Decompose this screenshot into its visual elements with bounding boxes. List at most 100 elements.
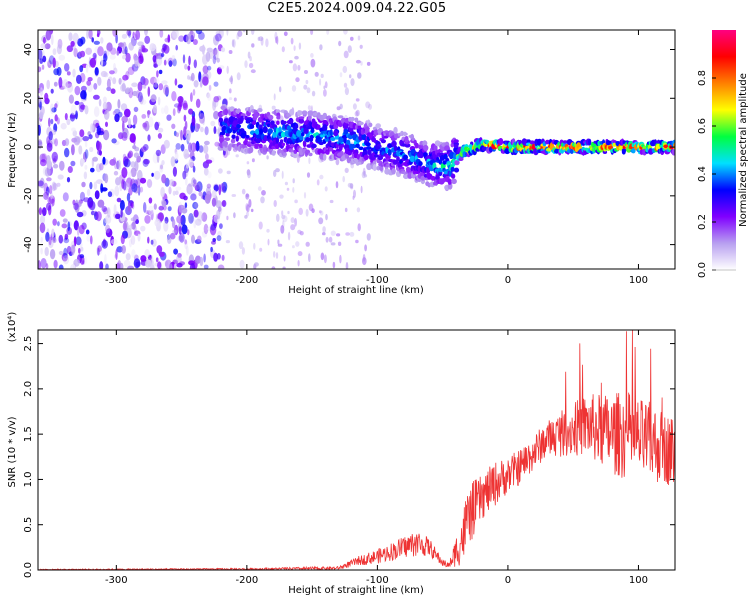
noise-cell bbox=[359, 44, 363, 49]
ridge-cell bbox=[376, 165, 381, 171]
noise-cell bbox=[113, 63, 116, 71]
noise-cell bbox=[130, 202, 134, 209]
noise-cell bbox=[71, 127, 76, 132]
noise-cell bbox=[155, 257, 159, 263]
ridge-cell bbox=[235, 135, 239, 142]
ridge-cell bbox=[529, 140, 535, 145]
ridge-cell bbox=[258, 143, 263, 149]
noise-cell bbox=[292, 63, 298, 72]
colorbar-label: Normalized spectral amplitude bbox=[738, 73, 749, 227]
noise-cell bbox=[365, 101, 371, 109]
noise-cell bbox=[210, 120, 216, 127]
noise-cell bbox=[189, 262, 196, 269]
ridge-cell bbox=[249, 124, 255, 129]
noise-cell bbox=[193, 209, 199, 218]
spectrogram-frame bbox=[37, 29, 676, 270]
noise-cell bbox=[177, 235, 184, 242]
noise-cell bbox=[101, 187, 108, 192]
noise-cell bbox=[197, 211, 204, 222]
noise-cell bbox=[159, 30, 164, 38]
noise-cell bbox=[297, 229, 302, 235]
noise-cell bbox=[201, 44, 205, 55]
noise-cell bbox=[187, 75, 190, 80]
noise-cell bbox=[360, 61, 363, 66]
noise-cell bbox=[158, 205, 164, 211]
noise-cell bbox=[211, 197, 217, 207]
noise-cell bbox=[38, 180, 44, 187]
ridge-cell bbox=[391, 140, 397, 147]
y-tick-label: 40 bbox=[23, 43, 34, 56]
noise-cell bbox=[303, 192, 307, 199]
noise-cell bbox=[210, 246, 213, 253]
noise-cell bbox=[297, 64, 301, 71]
noise-cell bbox=[157, 127, 164, 133]
noise-cell bbox=[198, 191, 203, 197]
noise-cell bbox=[139, 95, 144, 105]
noise-cell bbox=[100, 37, 104, 44]
noise-cell bbox=[244, 60, 248, 68]
ridge-cell bbox=[450, 142, 455, 148]
noise-cell bbox=[120, 103, 128, 111]
ridge-cell bbox=[307, 110, 314, 117]
noise-cell bbox=[246, 161, 250, 165]
noise-cell bbox=[208, 84, 212, 91]
noise-cell bbox=[295, 77, 300, 83]
noise-cell bbox=[275, 36, 278, 44]
noise-cell bbox=[188, 158, 194, 167]
noise-cell bbox=[94, 190, 100, 200]
noise-cell bbox=[326, 30, 330, 35]
noise-cell bbox=[101, 206, 108, 212]
noise-cell bbox=[74, 100, 80, 106]
noise-cell bbox=[355, 239, 359, 244]
noise-cell bbox=[218, 30, 224, 39]
noise-cell bbox=[38, 118, 41, 124]
noise-cell bbox=[335, 158, 340, 166]
noise-cell bbox=[131, 183, 138, 193]
noise-cell bbox=[128, 171, 132, 178]
noise-cell bbox=[83, 171, 88, 180]
noise-cell bbox=[344, 207, 348, 213]
noise-cell bbox=[143, 158, 150, 165]
noise-cell bbox=[238, 241, 244, 250]
noise-cell bbox=[190, 72, 195, 82]
noise-cell bbox=[339, 254, 342, 264]
noise-cell bbox=[105, 224, 111, 234]
noise-cell bbox=[128, 30, 131, 38]
noise-cell bbox=[206, 183, 212, 189]
ridge-cell bbox=[301, 132, 305, 137]
noise-cell bbox=[54, 103, 58, 109]
noise-cell bbox=[150, 239, 154, 245]
noise-cell bbox=[175, 44, 178, 51]
noise-cell bbox=[89, 200, 96, 211]
noise-cell bbox=[130, 167, 137, 178]
ridge-cell bbox=[364, 126, 370, 131]
noise-cell bbox=[73, 135, 81, 146]
ridge-cell bbox=[454, 160, 460, 166]
ridge-cell bbox=[355, 143, 360, 149]
noise-cell bbox=[130, 235, 136, 245]
ridge-cell bbox=[365, 146, 372, 150]
y-tick-label: 0.5 bbox=[23, 517, 34, 533]
noise-cell bbox=[118, 77, 122, 85]
noise-cell bbox=[100, 70, 108, 78]
noise-cell bbox=[216, 252, 221, 260]
noise-cell bbox=[149, 264, 155, 269]
noise-cell bbox=[116, 197, 122, 203]
noise-cell bbox=[245, 211, 249, 217]
noise-cell bbox=[363, 174, 368, 178]
noise-cell bbox=[52, 237, 57, 244]
ridge-cell bbox=[276, 120, 280, 125]
noise-cell bbox=[161, 160, 165, 166]
noise-cell bbox=[230, 75, 233, 85]
noise-cell bbox=[281, 210, 284, 216]
noise-cell bbox=[156, 245, 163, 254]
noise-cell bbox=[193, 59, 197, 69]
ridge-cell bbox=[275, 109, 281, 114]
noise-cell bbox=[68, 94, 74, 104]
ridge-cell bbox=[436, 157, 440, 161]
ridge-cell bbox=[282, 120, 287, 125]
ridge-cell bbox=[375, 146, 381, 150]
noise-cell bbox=[173, 248, 179, 255]
ridge-cell bbox=[380, 139, 386, 144]
noise-cell bbox=[46, 177, 52, 182]
